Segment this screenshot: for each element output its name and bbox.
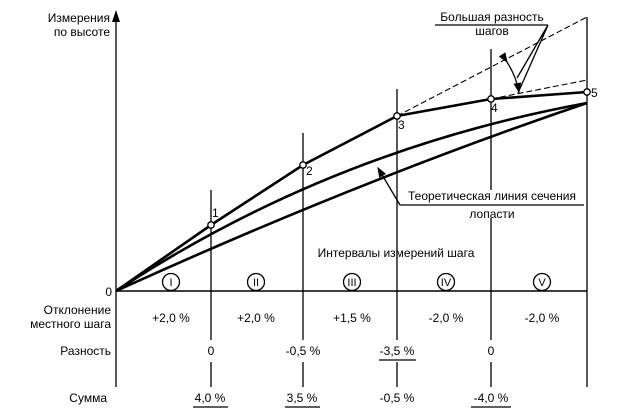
- deviation-value: +2,0 %: [152, 311, 190, 325]
- difference-value: -0,5 %: [286, 344, 321, 358]
- interval-markers: [161, 272, 552, 292]
- point-label-4: 4: [491, 101, 498, 115]
- theory-leader-arrow-icon: [377, 166, 401, 206]
- pitch-diff-label: Большая разность: [440, 10, 543, 24]
- pitch-diff-label-2: шагов: [475, 24, 508, 38]
- difference-label: Разность: [60, 344, 111, 358]
- y-axis-label-2: по высоте: [54, 25, 110, 39]
- interval-I: I: [169, 277, 172, 289]
- pitch-diff-leader: [516, 24, 549, 94]
- interval-IV: IV: [441, 277, 452, 289]
- station-lines: [210, 17, 588, 387]
- measured-line: [115, 90, 588, 293]
- interval-V: V: [538, 277, 546, 289]
- deviation-value: +2,0 %: [237, 311, 275, 325]
- deviation-value: -2,0 %: [525, 311, 560, 325]
- point-label-3: 3: [398, 118, 405, 132]
- interval-III: III: [347, 277, 356, 289]
- y-axis-arrow-icon: [112, 10, 120, 22]
- intervals-label: Интервалы измерений шага: [318, 246, 475, 260]
- deviation-label: Отклонение: [44, 303, 112, 317]
- point-label-1: 1: [212, 206, 219, 220]
- sum-value: 4,0 %: [195, 391, 226, 405]
- point-label-5: 5: [591, 86, 598, 100]
- theory-label: Теоретическая линия сечения: [408, 189, 576, 203]
- extrapolation-dashed-2: [490, 79, 588, 100]
- theory-label-2: лопасти: [469, 207, 514, 221]
- difference-value: 0: [488, 344, 495, 358]
- deviation-value: -2,0 %: [429, 311, 464, 325]
- origin-label: 0: [105, 285, 112, 299]
- interval-II: II: [253, 277, 259, 289]
- lower-line: [115, 101, 588, 293]
- angle-arc-arrow-icon: [498, 52, 522, 94]
- deviation-value: +1,5 %: [333, 311, 371, 325]
- point-label-2: 2: [306, 164, 313, 178]
- sum-value: -4,0 %: [474, 391, 509, 405]
- difference-value: -3,5 %: [380, 344, 415, 358]
- y-axis-label: Измерения: [48, 11, 110, 25]
- sum-label: Сумма: [69, 391, 107, 405]
- measure-points: [207, 88, 591, 229]
- deviation-label-2: местного шага: [30, 317, 111, 331]
- sum-value: 3,5 %: [287, 391, 318, 405]
- sum-value: -0,5 %: [380, 391, 415, 405]
- difference-value: 0: [208, 344, 215, 358]
- theoretical-curve: [115, 101, 588, 293]
